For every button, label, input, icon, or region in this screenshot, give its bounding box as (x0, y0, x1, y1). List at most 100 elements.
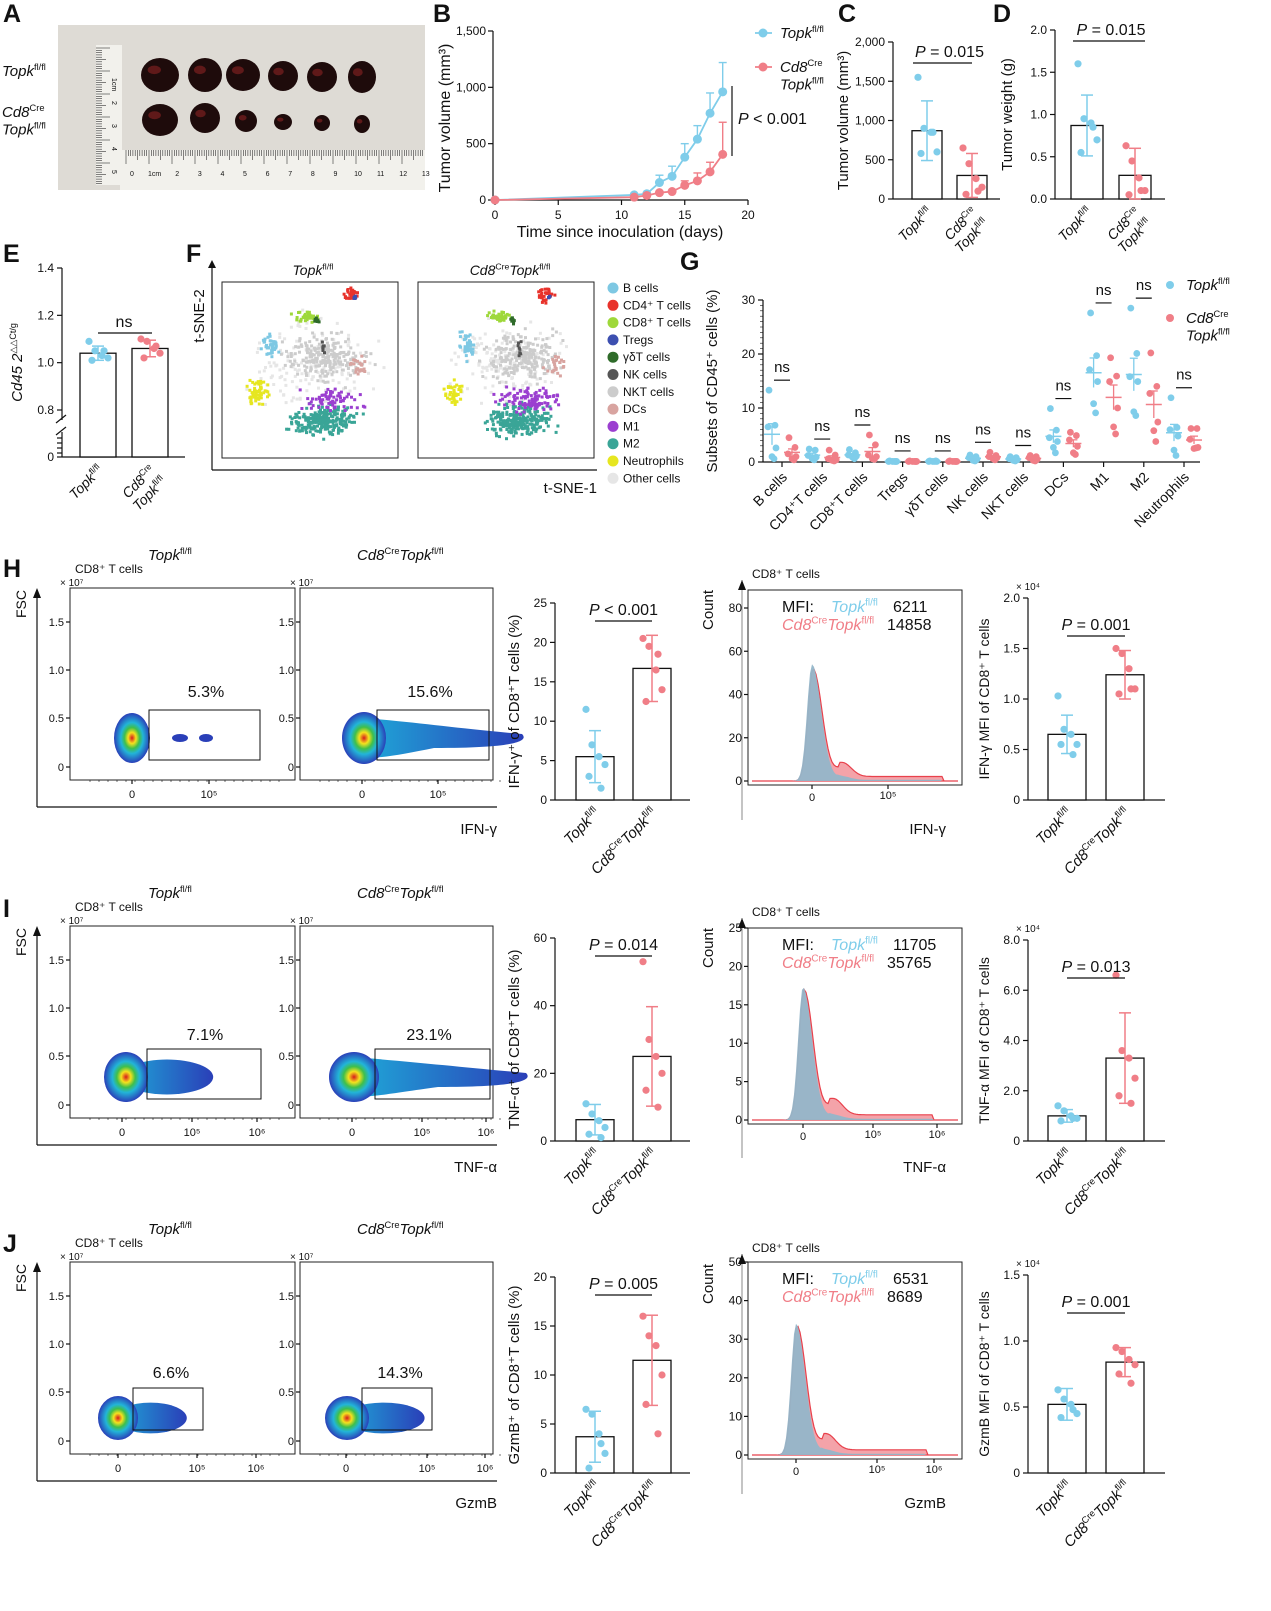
significance-label: ns (935, 430, 951, 447)
tsne-cell (515, 410, 519, 414)
tsne-cell (344, 424, 348, 428)
tsne-cell (537, 294, 541, 298)
genotype-part: Topk (780, 25, 813, 42)
gate[interactable] (132, 1387, 204, 1431)
y-tick-label: 60 (534, 931, 548, 945)
tsne-cell (489, 359, 492, 362)
tsne-cell (523, 341, 527, 345)
ruler-label: 9 (333, 171, 337, 178)
tsne-cell (540, 351, 543, 355)
tsne-cell (332, 363, 336, 367)
gate[interactable] (146, 1048, 262, 1100)
tsne-cell (524, 417, 528, 420)
tsne-cell (359, 362, 363, 366)
genotype-label-wt: Topkfl/fl (560, 1477, 604, 1521)
category-label: DCs (1041, 469, 1072, 500)
tsne-cell (309, 314, 313, 318)
y-tick-label: 25 (534, 596, 548, 610)
tsne-cell (283, 363, 287, 367)
tsne-cell (361, 404, 365, 408)
data-point (1072, 451, 1079, 458)
x-tick-label: 0 (349, 1127, 355, 1139)
tsne-cell (456, 393, 460, 396)
y-tick-label: 0.0 (1030, 192, 1047, 206)
data-point (588, 1410, 596, 1418)
gate[interactable] (148, 709, 261, 761)
data-point (658, 1371, 666, 1379)
tsne-cell (297, 345, 301, 349)
y-axis-label: Count (700, 589, 717, 630)
tsne-cell (524, 345, 528, 349)
genotype-part: Cd8 (782, 1289, 811, 1306)
data-point (1112, 1344, 1120, 1352)
tsne-cell (249, 402, 253, 406)
y-tick-label: 40 (729, 1294, 743, 1308)
tsne-cell (333, 366, 337, 370)
tsne-cell (537, 290, 541, 294)
tsne-cell (551, 334, 555, 338)
data-point (156, 349, 164, 357)
y-tick-label: 20 (534, 1270, 548, 1284)
tsne-cell (308, 352, 312, 355)
tsne-cell (305, 426, 309, 430)
tsne-cell (321, 349, 325, 352)
tsne-cell (351, 290, 354, 294)
tsne-cell (505, 312, 509, 316)
tsne-cell (350, 395, 353, 399)
data-point (1057, 1117, 1065, 1125)
tsne-cell (505, 412, 509, 416)
y-tick-label: 1,500 (456, 24, 486, 38)
tsne-cell (555, 393, 559, 397)
tsne-cell (323, 380, 327, 384)
density-cloud (329, 1052, 528, 1102)
gate[interactable] (376, 709, 490, 761)
tsne-cell (315, 360, 319, 364)
tsne-cell (521, 413, 525, 416)
tumor (307, 62, 337, 92)
tsne-cell (300, 423, 304, 427)
data-point (588, 741, 596, 749)
tsne-cell (298, 319, 302, 323)
gate[interactable] (374, 1048, 491, 1100)
tsne-cell (319, 416, 323, 420)
ruler-label: 3 (110, 124, 117, 128)
genotype-part: Topk (293, 262, 324, 278)
tsne-cell (459, 388, 463, 392)
x-tick-label: Cd8CreTopkfl/fl (1061, 1477, 1128, 1551)
tsne-cell (491, 419, 495, 423)
tsne-cell (320, 422, 324, 426)
genotype-part: fl/fl (861, 1288, 874, 1299)
tsne-cell (503, 338, 507, 342)
tsne-cell (278, 332, 282, 336)
tsne-cell (558, 361, 562, 364)
tsne-cell (551, 370, 555, 374)
tsne-cell (305, 373, 308, 377)
tsne-cell (331, 433, 335, 437)
tsne-cell (549, 407, 553, 411)
tsne-cell (511, 346, 515, 350)
tsne-cell (497, 410, 501, 414)
y-axis-label: FSC (13, 1264, 29, 1292)
data-point (645, 1332, 653, 1340)
tsne-cell (451, 396, 455, 400)
tsne-cell (290, 422, 294, 426)
tsne-cell (466, 349, 470, 353)
tsne-cell (305, 349, 309, 353)
tsne-cell (261, 402, 265, 406)
tsne-cell (503, 350, 507, 354)
axis-break-mark (55, 426, 67, 436)
tsne-cell (295, 397, 299, 401)
legend-label: CD8⁺ T cells (623, 316, 691, 330)
y-tick-label: 40 (534, 999, 548, 1013)
tsne-cell (298, 337, 302, 341)
tsne-cell (482, 347, 486, 351)
plot-frame (747, 589, 963, 786)
tsne-cell (508, 366, 511, 370)
tsne-cell (542, 358, 546, 362)
tsne-cell (298, 429, 302, 433)
tsne-cell (324, 363, 327, 367)
tsne-cell (298, 416, 302, 420)
gate[interactable] (361, 1387, 433, 1431)
